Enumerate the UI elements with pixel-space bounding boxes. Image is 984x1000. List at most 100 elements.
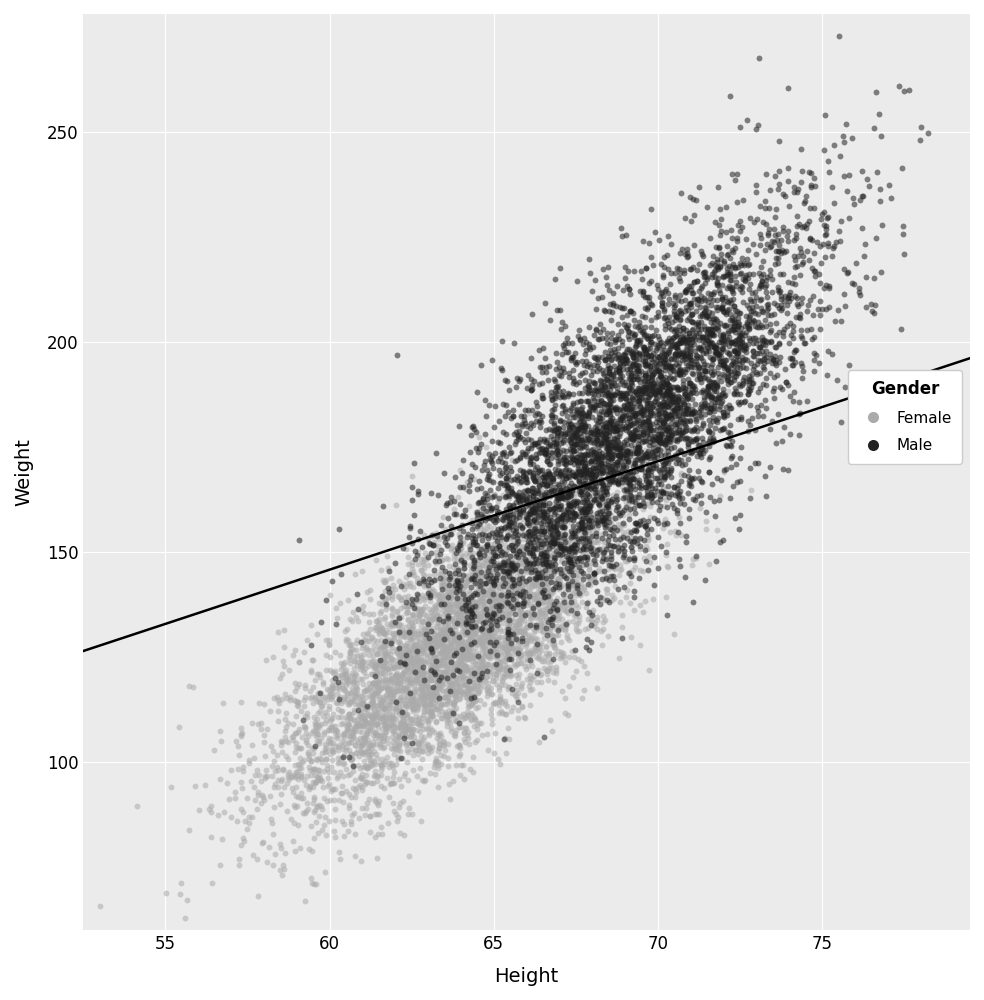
Point <box>514 572 529 588</box>
Point <box>433 696 449 712</box>
Point <box>437 670 453 686</box>
Point <box>340 649 356 665</box>
Point <box>486 592 502 608</box>
Point <box>356 683 372 699</box>
Point <box>610 447 626 463</box>
Point <box>724 259 740 275</box>
Point <box>557 602 573 618</box>
Point <box>611 360 627 376</box>
Point <box>413 734 429 750</box>
Point <box>407 664 423 680</box>
Point <box>223 809 239 825</box>
Point <box>804 331 820 347</box>
Point <box>693 350 708 366</box>
Point <box>617 352 633 368</box>
Point <box>376 694 392 710</box>
Point <box>466 558 482 574</box>
Point <box>692 179 707 195</box>
Point <box>621 410 637 426</box>
Point <box>439 550 455 566</box>
Point <box>684 306 700 322</box>
Point <box>584 509 599 525</box>
Point <box>356 646 372 662</box>
Point <box>400 635 415 651</box>
Point <box>508 533 523 549</box>
Point <box>602 408 618 424</box>
Point <box>612 376 628 392</box>
Point <box>765 351 780 367</box>
Point <box>478 669 494 685</box>
Point <box>340 717 356 733</box>
Point <box>655 435 671 451</box>
Point <box>666 500 682 516</box>
Point <box>809 347 825 363</box>
Point <box>443 666 459 682</box>
Point <box>869 164 885 180</box>
Point <box>275 653 290 669</box>
Point <box>520 652 535 668</box>
Point <box>687 431 703 447</box>
Point <box>544 611 560 627</box>
Point <box>716 357 732 373</box>
Point <box>413 618 429 634</box>
Point <box>345 653 361 669</box>
Point <box>502 591 518 607</box>
Point <box>434 596 450 612</box>
Point <box>490 637 506 653</box>
Point <box>568 526 584 542</box>
Point <box>812 307 828 323</box>
Point <box>461 636 476 652</box>
Point <box>534 511 550 527</box>
Point <box>668 322 684 338</box>
Point <box>415 668 431 684</box>
Point <box>376 733 392 749</box>
Point <box>496 597 512 613</box>
Point <box>591 474 607 490</box>
Point <box>438 707 454 723</box>
Point <box>429 674 445 690</box>
Point <box>363 656 379 672</box>
Point <box>599 335 615 351</box>
Point <box>488 634 504 650</box>
Point <box>406 652 422 668</box>
Point <box>442 670 458 686</box>
Point <box>508 658 523 674</box>
Point <box>495 639 511 655</box>
Point <box>277 658 292 674</box>
Point <box>821 280 836 296</box>
Point <box>716 464 732 480</box>
Point <box>596 302 612 318</box>
Point <box>513 608 528 624</box>
Point <box>674 344 690 360</box>
Point <box>719 260 735 276</box>
Point <box>340 823 356 839</box>
Point <box>711 534 727 550</box>
Point <box>397 768 412 784</box>
Point <box>530 565 546 581</box>
Point <box>788 342 804 358</box>
Point <box>650 430 666 446</box>
Point <box>661 392 677 408</box>
Point <box>507 471 523 487</box>
Point <box>331 727 346 743</box>
Point <box>709 322 725 338</box>
Point <box>389 694 404 710</box>
Point <box>820 153 835 169</box>
Point <box>389 667 404 683</box>
Point <box>534 519 550 535</box>
Point <box>442 635 458 651</box>
Point <box>818 218 833 234</box>
Point <box>334 703 349 719</box>
Point <box>259 652 275 668</box>
Point <box>322 698 338 714</box>
Point <box>720 266 736 282</box>
Point <box>277 845 293 861</box>
Point <box>284 780 300 796</box>
Point <box>774 461 790 477</box>
Point <box>434 677 450 693</box>
Point <box>429 619 445 635</box>
Point <box>331 678 346 694</box>
Point <box>585 602 601 618</box>
Point <box>586 565 602 581</box>
Point <box>466 681 482 697</box>
